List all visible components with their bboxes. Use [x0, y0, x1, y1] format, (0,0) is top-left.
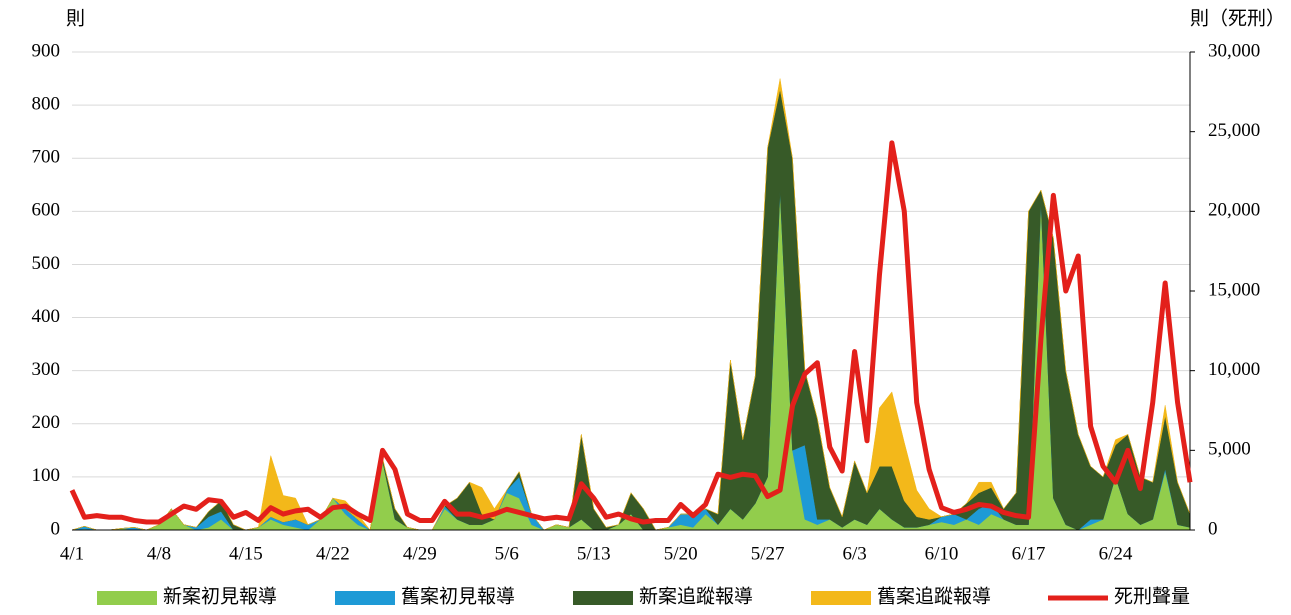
x-tick-label: 6/10 [925, 543, 959, 564]
legend-label: 新案初見報導 [163, 585, 277, 607]
y2-tick-label: 10,000 [1208, 359, 1260, 380]
x-tick-label: 5/6 [495, 543, 519, 564]
x-tick-label: 5/13 [577, 543, 611, 564]
x-tick-label: 6/17 [1012, 543, 1046, 564]
y-tick-label: 900 [32, 40, 61, 61]
x-tick-label: 5/27 [751, 543, 785, 564]
y-tick-label: 400 [32, 306, 61, 327]
y2-tick-label: 5,000 [1208, 439, 1251, 460]
x-tick-label: 5/20 [664, 543, 698, 564]
x-tick-label: 4/15 [229, 543, 263, 564]
y2-tick-label: 15,000 [1208, 279, 1260, 300]
x-tick-label: 4/8 [147, 543, 171, 564]
y-axis-unit: 則 [66, 7, 85, 29]
x-tick-label: 4/29 [403, 543, 437, 564]
legend-swatch [573, 591, 633, 605]
y-tick-label: 0 [51, 518, 61, 539]
legend-swatch [97, 591, 157, 605]
y-tick-label: 300 [32, 359, 61, 380]
y-tick-label: 100 [32, 465, 61, 486]
y2-tick-label: 30,000 [1208, 40, 1260, 61]
y2-tick-label: 25,000 [1208, 120, 1260, 141]
x-tick-label: 6/24 [1099, 543, 1133, 564]
legend-swatch [811, 591, 871, 605]
line [69, 140, 1193, 525]
y-tick-label: 500 [32, 253, 61, 274]
legend-label: 新案追蹤報導 [639, 585, 753, 607]
y-tick-label: 800 [32, 93, 61, 114]
legend-label: 死刑聲量 [1114, 585, 1190, 607]
y2-tick-label: 0 [1208, 518, 1218, 539]
y2-axis-unit: 則（死刑） [1190, 7, 1285, 29]
legend-label: 舊案初見報導 [401, 585, 515, 607]
y-tick-label: 600 [32, 200, 61, 221]
area [71, 89, 1191, 531]
y2-tick-label: 20,000 [1208, 200, 1260, 221]
x-tick-label: 4/1 [60, 543, 84, 564]
legend-label: 舊案追蹤報導 [877, 585, 991, 607]
x-tick-label: 6/3 [842, 543, 866, 564]
legend-swatch [335, 591, 395, 605]
x-tick-label: 4/22 [316, 543, 350, 564]
y-tick-label: 200 [32, 412, 61, 433]
y-tick-label: 700 [32, 147, 61, 168]
